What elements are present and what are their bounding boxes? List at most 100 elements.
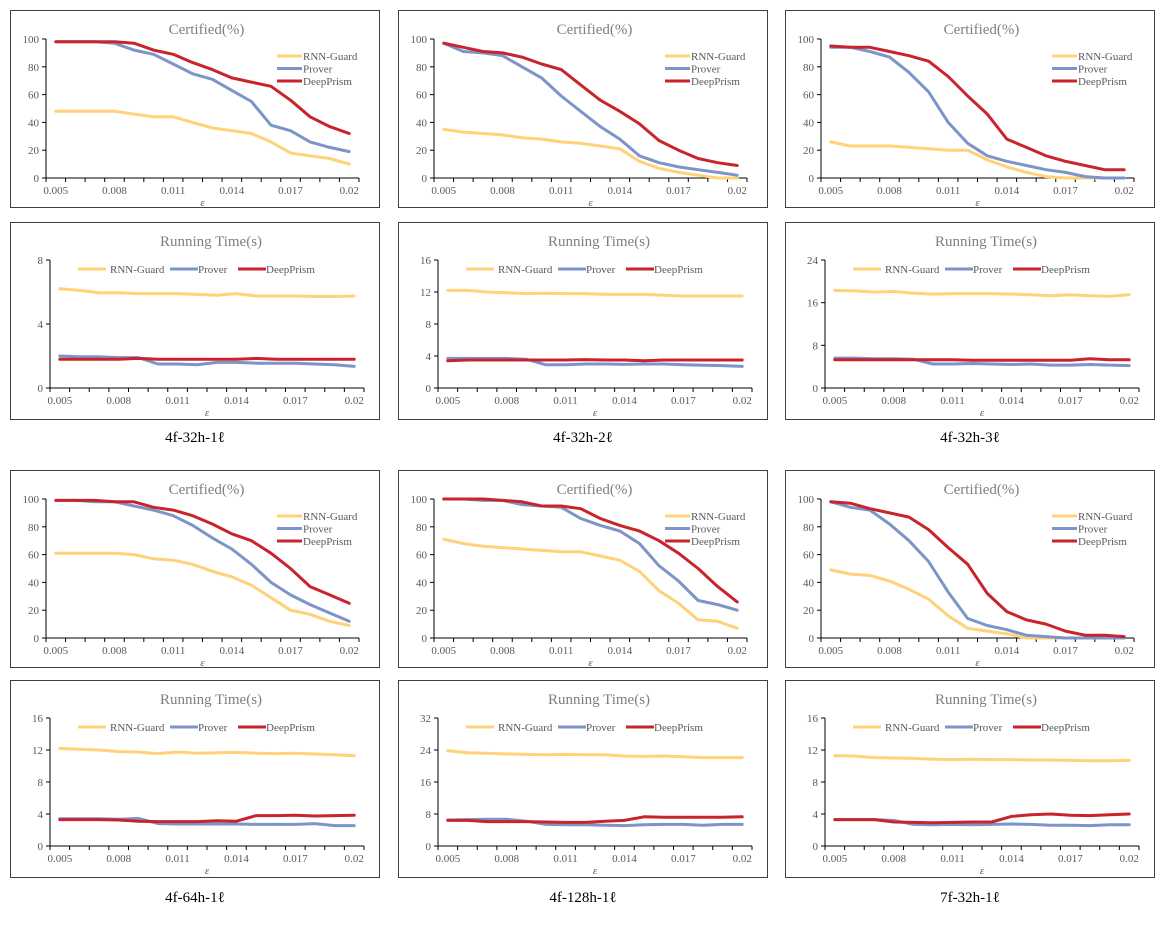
- legend-label-prover: Prover: [303, 524, 333, 536]
- series-line-prover: [829, 500, 1126, 640]
- legend-label-prover: Prover: [691, 524, 721, 536]
- legend-label-rnn-guard: RNN-Guard: [498, 722, 553, 734]
- series-line-rnn-guard: [829, 140, 1126, 180]
- x-tick-label: 0.017: [1053, 185, 1078, 197]
- x-tick-label: 0.02: [1120, 395, 1139, 407]
- x-tick-label: 0.008: [102, 185, 127, 197]
- series-line-deepprism: [446, 815, 744, 824]
- series-line-rnn-guard: [54, 109, 351, 166]
- x-tick-label: 0.017: [283, 395, 308, 407]
- chart-panel-certified: Certified(%) 0 20 40 60 80 100 0.005 0.008 0.011 0…: [10, 470, 380, 668]
- chart-title: Certified(%): [557, 22, 633, 38]
- y-tick-label: 60: [416, 550, 428, 562]
- x-axis-label: ε: [593, 407, 598, 419]
- series-line-rnn-guard: [833, 754, 1131, 763]
- x-tick-label: 0.005: [435, 395, 460, 407]
- chart-panel-certified: Certified(%) 0 20 40 60 80 100 0.005 0.008 0.011 0…: [398, 10, 768, 208]
- y-tick-label: 24: [420, 745, 432, 757]
- chart-title: Certified(%): [169, 22, 245, 38]
- y-tick-label: 60: [28, 550, 40, 562]
- x-tick-label: 0.014: [999, 853, 1024, 865]
- x-tick-label: 0.014: [994, 645, 1019, 657]
- x-tick-label: 0.008: [102, 645, 127, 657]
- y-tick-label: 20: [803, 145, 815, 157]
- series-line-prover: [442, 41, 739, 177]
- legend-label-prover: Prover: [973, 264, 1003, 276]
- series-line-rnn-guard: [58, 746, 356, 758]
- x-tick-label: 0.011: [553, 395, 577, 407]
- chart-border: [398, 470, 768, 668]
- y-tick-label: 0: [813, 383, 819, 395]
- y-tick-label: 80: [28, 522, 40, 534]
- y-tick-label: 60: [803, 90, 815, 102]
- legend-label-deepprism: DeepPrism: [1041, 264, 1090, 276]
- x-tick-label: 0.02: [728, 185, 747, 197]
- series-line-deepprism: [833, 812, 1131, 825]
- x-tick-label: 0.005: [431, 645, 456, 657]
- y-tick-label: 16: [420, 777, 432, 789]
- legend-label-deepprism: DeepPrism: [1078, 536, 1127, 548]
- x-tick-label: 0.017: [666, 185, 691, 197]
- x-tick-label: 0.011: [553, 853, 577, 865]
- legend-label-prover: Prover: [691, 64, 721, 76]
- series-line-deepprism: [833, 357, 1131, 362]
- x-tick-label: 0.005: [43, 645, 68, 657]
- chart-panel-running-time: Running Time(s) 0 8 16 24 0.005 0.008 0.011 0.01…: [785, 222, 1155, 420]
- y-tick-label: 12: [807, 745, 818, 757]
- x-tick-label: 0.005: [431, 185, 456, 197]
- chart-border: [785, 680, 1155, 878]
- x-tick-label: 0.02: [1120, 853, 1139, 865]
- x-tick-label: 0.017: [278, 185, 303, 197]
- chart-border: [10, 470, 380, 668]
- x-tick-label: 0.02: [345, 395, 364, 407]
- y-tick-label: 80: [416, 62, 428, 74]
- y-tick-label: 60: [28, 90, 40, 102]
- x-tick-label: 0.02: [733, 395, 752, 407]
- chart-panel-certified: Certified(%) 0 20 40 60 80 100 0.005 0.008 0.011 0…: [785, 10, 1155, 208]
- chart-title: Certified(%): [944, 22, 1020, 38]
- legend-label-rnn-guard: RNN-Guard: [498, 264, 553, 276]
- series-line-deepprism: [58, 813, 356, 824]
- chart-panel-running-time: Running Time(s) 0 4 8 12 16 0.005 0.008 0.011 0.0…: [10, 680, 380, 878]
- series-line-deepprism: [829, 44, 1126, 172]
- y-tick-label: 20: [28, 605, 40, 617]
- chart-border: [785, 10, 1155, 208]
- chart-title: Running Time(s): [935, 234, 1037, 250]
- legend-label-rnn-guard: RNN-Guard: [110, 264, 165, 276]
- chart-panel-running-time: Running Time(s) 0 4 8 0.005 0.008 0.011 0.014 0.…: [10, 222, 380, 420]
- legend-label-rnn-guard: RNN-Guard: [1078, 51, 1133, 63]
- x-tick-label: 0.014: [607, 185, 632, 197]
- series-line-prover: [58, 354, 356, 368]
- x-tick-label: 0.014: [607, 645, 632, 657]
- y-tick-label: 0: [422, 173, 428, 185]
- y-tick-label: 32: [420, 713, 431, 725]
- series-line-rnn-guard: [446, 288, 744, 298]
- chart-panel-running-time: Running Time(s) 0 8 16 24 32 0.005 0.008 0.011 0.…: [398, 680, 768, 878]
- y-tick-label: 40: [803, 577, 815, 589]
- x-tick-label: 0.005: [818, 185, 843, 197]
- x-tick-label: 0.008: [490, 185, 515, 197]
- x-tick-label: 0.017: [283, 853, 308, 865]
- x-axis-label: ε: [593, 865, 598, 877]
- x-tick-label: 0.017: [666, 645, 691, 657]
- y-tick-label: 40: [416, 577, 428, 589]
- y-tick-label: 0: [813, 841, 819, 853]
- series-line-deepprism: [446, 358, 744, 363]
- caption-4f-32h-1l: 4f-32h-1ℓ: [165, 430, 225, 446]
- y-tick-label: 0: [38, 383, 44, 395]
- series-line-rnn-guard: [833, 288, 1131, 298]
- x-axis-label: ε: [588, 657, 593, 668]
- series-line-rnn-guard: [446, 749, 744, 760]
- chart-panel-running-time: Running Time(s) 0 4 8 12 16 0.005 0.008 0.011 0.0…: [398, 222, 768, 420]
- x-axis-label: ε: [980, 407, 985, 419]
- x-axis-label: ε: [200, 197, 205, 208]
- x-tick-label: 0.014: [219, 645, 244, 657]
- x-tick-label: 0.011: [936, 185, 960, 197]
- y-tick-label: 0: [426, 383, 432, 395]
- legend-label-deepprism: DeepPrism: [691, 536, 740, 548]
- x-tick-label: 0.02: [1115, 645, 1134, 657]
- legend-label-deepprism: DeepPrism: [691, 76, 740, 88]
- caption-7f-32h-1l: 7f-32h-1ℓ: [940, 890, 1000, 906]
- legend-label-deepprism: DeepPrism: [1078, 76, 1127, 88]
- x-tick-label: 0.008: [877, 185, 902, 197]
